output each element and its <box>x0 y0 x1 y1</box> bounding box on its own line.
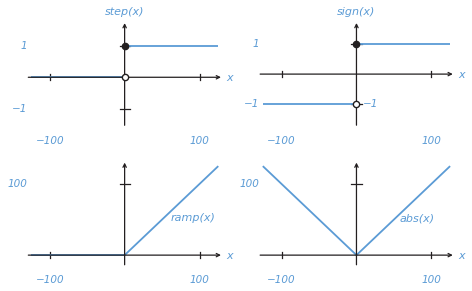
Text: 100: 100 <box>421 136 441 146</box>
Text: 100: 100 <box>239 179 260 189</box>
Text: x: x <box>459 70 465 80</box>
Text: −1: −1 <box>12 104 27 114</box>
Text: ramp(x): ramp(x) <box>171 213 216 223</box>
Text: sign(x): sign(x) <box>337 7 376 17</box>
Text: −100: −100 <box>267 136 296 146</box>
Text: x: x <box>227 251 233 261</box>
Text: 100: 100 <box>421 275 441 285</box>
Text: 1: 1 <box>21 40 27 51</box>
Text: abs(x): abs(x) <box>400 213 435 223</box>
Text: −100: −100 <box>35 275 64 285</box>
Text: 1: 1 <box>253 39 260 49</box>
Text: 100: 100 <box>190 275 210 285</box>
Text: −100: −100 <box>267 275 296 285</box>
Text: −1: −1 <box>362 99 378 109</box>
Text: step(x): step(x) <box>105 7 144 17</box>
Text: 100: 100 <box>8 179 27 189</box>
Text: x: x <box>227 73 233 84</box>
Text: 100: 100 <box>190 136 210 146</box>
Text: −100: −100 <box>35 136 64 146</box>
Text: −1: −1 <box>244 99 260 109</box>
Text: x: x <box>459 251 465 261</box>
